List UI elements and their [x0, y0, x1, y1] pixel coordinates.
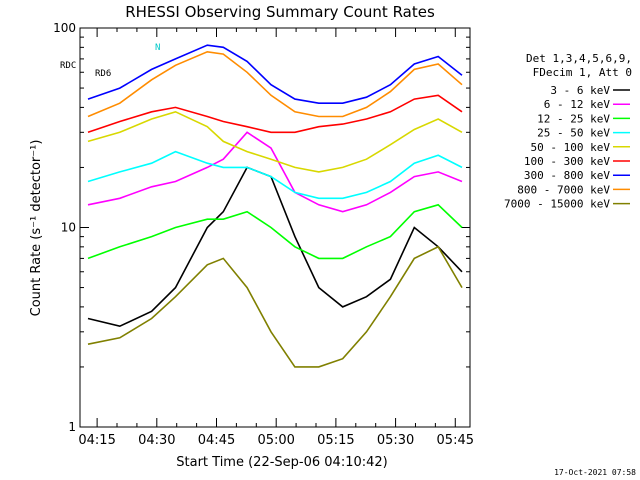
x-tick-label: 05:45 [437, 433, 474, 448]
legend-header-1: Det 1,3,4,5,6,9, [526, 52, 632, 65]
x-axis: 04:15 04:30 04:45 05:00 05:15 05:30 05:45 [78, 28, 474, 448]
legend-label-7: 800 - 7000 keV [517, 183, 610, 196]
legend-label-5: 100 - 300 keV [524, 155, 610, 168]
legend-label-6: 300 - 800 keV [524, 169, 610, 182]
chart-title: RHESSI Observing Summary Count Rates [125, 3, 435, 21]
legend-header-2: FDecim 1, Att 0 [533, 66, 632, 79]
series-line-2 [87, 203, 463, 260]
series-line-8 [87, 245, 463, 368]
x-tick-label: 05:00 [257, 433, 294, 448]
y-tick-label: 100 [53, 21, 76, 35]
y-axis-label: Count Rate (s⁻¹ detector⁻¹) [29, 140, 44, 317]
series-line-3 [87, 150, 463, 200]
legend-label-3: 25 - 50 keV [537, 127, 610, 140]
timestamp: 17-Oct-2021 07:58 [554, 468, 636, 477]
series-line-5 [87, 94, 463, 134]
legend-label-1: 6 - 12 keV [544, 98, 611, 111]
series-layer [87, 44, 463, 368]
y-tick-label: 1 [68, 420, 76, 434]
y-axis: 1 10 100 [53, 21, 470, 434]
annotation-n: N [155, 43, 160, 53]
annotation-rd6: RD6 [95, 69, 111, 79]
series-line-7 [87, 50, 463, 118]
x-tick-label: 04:15 [78, 433, 115, 448]
legend-label-4: 50 - 100 keV [531, 141, 611, 154]
x-axis-label: Start Time (22-Sep-06 04:10:42) [176, 455, 387, 470]
series-line-6 [87, 44, 463, 104]
legend-label-2: 12 - 25 keV [537, 112, 610, 125]
legend-label-8: 7000 - 15000 keV [504, 198, 610, 211]
x-tick-label: 04:45 [198, 433, 235, 448]
series-line-1 [87, 131, 463, 213]
x-tick-label: 04:30 [138, 433, 175, 448]
y-tick-label: 10 [61, 221, 76, 235]
series-line-0 [87, 166, 463, 328]
annotation-rdc: RDC [60, 61, 76, 71]
legend-label-0: 3 - 6 keV [550, 84, 610, 97]
series-line-4 [87, 110, 463, 173]
x-tick-label: 05:30 [377, 433, 414, 448]
x-tick-label: 05:15 [317, 433, 354, 448]
